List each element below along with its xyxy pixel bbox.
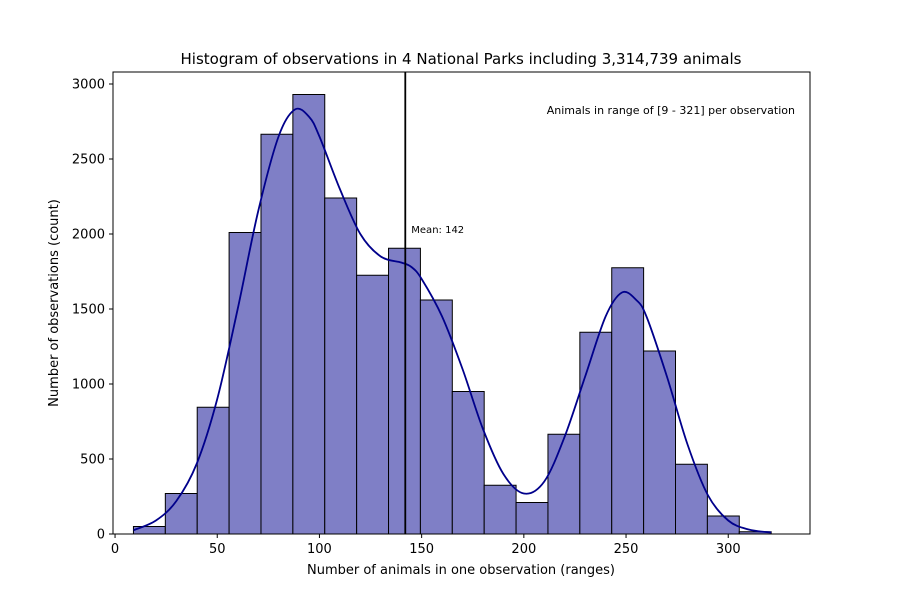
x-tick-label: 100 bbox=[307, 542, 332, 557]
histogram-bar bbox=[515, 502, 549, 535]
range-annotation: Animals in range of [9 - 321] per observ… bbox=[547, 104, 795, 117]
y-tick-label: 2500 bbox=[72, 153, 105, 168]
plot-frame bbox=[112, 71, 811, 535]
histogram-bar bbox=[451, 391, 485, 535]
chart-title: Histogram of observations in 4 National … bbox=[181, 50, 742, 68]
x-tick-label: 300 bbox=[716, 542, 741, 557]
y-tick-label: 0 bbox=[97, 528, 105, 543]
histogram-bar bbox=[419, 299, 453, 535]
histogram-bar bbox=[675, 463, 708, 535]
histogram-bars bbox=[132, 94, 772, 535]
histogram-bar bbox=[643, 350, 677, 535]
histogram-bar bbox=[483, 484, 517, 535]
y-axis-label: Number of observations (count) bbox=[47, 199, 62, 407]
histogram-bar bbox=[356, 274, 390, 535]
x-axis-label: Number of animals in one observation (ra… bbox=[307, 563, 615, 578]
histogram-bar bbox=[579, 331, 613, 535]
x-tick-label: 200 bbox=[511, 542, 536, 557]
x-tick-label: 50 bbox=[209, 542, 226, 557]
x-axis-ticks: 0 50 100 150 200 250 300 bbox=[111, 534, 741, 557]
histogram-bar bbox=[164, 493, 198, 535]
x-tick-label: 0 bbox=[111, 542, 119, 557]
y-tick-label: 500 bbox=[80, 453, 105, 468]
histogram-bar bbox=[196, 406, 230, 535]
histogram-bar bbox=[260, 133, 294, 535]
y-tick-label: 1000 bbox=[72, 378, 105, 393]
histogram-bar bbox=[547, 433, 581, 535]
histogram-bar bbox=[611, 267, 645, 535]
histogram-bar bbox=[324, 197, 358, 535]
y-tick-label: 1500 bbox=[72, 303, 105, 318]
y-tick-label: 2000 bbox=[72, 228, 105, 243]
x-tick-label: 250 bbox=[614, 542, 639, 557]
mean-label: Mean: 142 bbox=[411, 225, 464, 236]
x-tick-label: 150 bbox=[409, 542, 434, 557]
y-axis-ticks: 0 500 1000 1500 2000 2500 3000 bbox=[72, 78, 113, 543]
y-tick-label: 3000 bbox=[72, 78, 105, 93]
histogram-bar bbox=[292, 94, 326, 535]
kde-curve bbox=[133, 107, 772, 534]
